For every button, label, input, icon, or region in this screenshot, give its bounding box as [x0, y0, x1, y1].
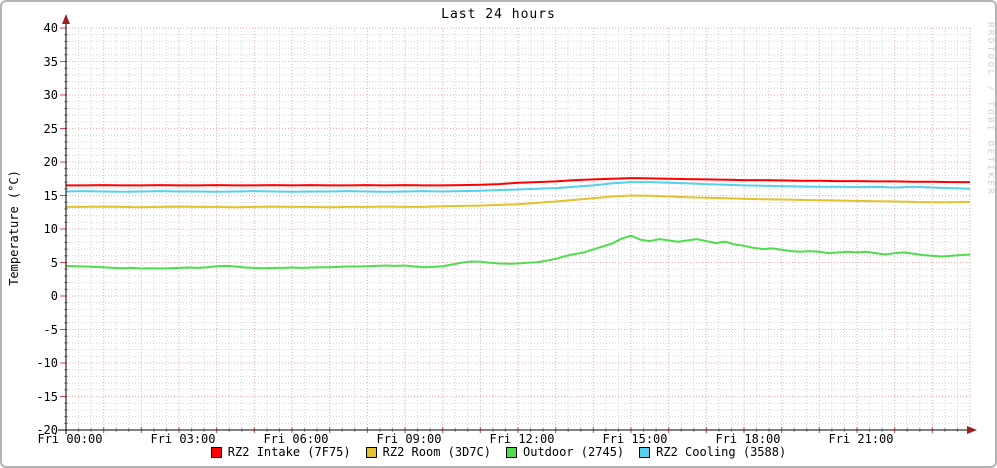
y-tick-label: 0 [50, 289, 58, 303]
y-tick-label: 30 [43, 88, 58, 102]
legend-item-outdoor: Outdoor (2745) [506, 445, 624, 459]
x-tick-label: Fri 15:00 [602, 432, 668, 446]
x-tick-label: Fri 21:00 [828, 432, 894, 446]
legend-item-rz2-cooling: RZ2 Cooling (3588) [639, 445, 786, 459]
y-tick-label: -10 [36, 356, 58, 370]
legend-label-rz2-intake: RZ2 Intake (7F75) [227, 445, 351, 459]
chart-title: Last 24 hours [441, 7, 556, 22]
x-tick-label: Fri 12:00 [489, 432, 555, 446]
y-tick-label: -20 [36, 423, 58, 437]
legend-swatch-rz2-intake [210, 446, 222, 458]
series-line-1 [66, 194, 971, 209]
y-tick-label: 5 [50, 255, 58, 270]
x-tick-label: Fri 03:00 [150, 432, 216, 446]
x-axis-arrow [967, 426, 977, 434]
axes [58, 21, 971, 434]
series-line-3 [65, 181, 971, 193]
legend-item-rz2-room: RZ2 Room (3D7C) [365, 445, 491, 459]
legend-label-rz2-room: RZ2 Room (3D7C) [382, 445, 491, 459]
y-tick-label: -15 [36, 389, 58, 404]
y-tick-label: 20 [43, 155, 58, 169]
y-tick-label: 40 [43, 21, 58, 35]
legend-swatch-rz2-room [365, 446, 377, 458]
y-tick-label: 10 [43, 222, 58, 236]
y-tick-label: 35 [43, 54, 58, 69]
legend-swatch-rz2-cooling [639, 446, 651, 458]
y-tick-label: 15 [43, 188, 58, 203]
x-tick-label: Fri 06:00 [263, 432, 329, 446]
y-tick-label: -5 [43, 322, 58, 337]
x-tick-label: Fri 09:00 [376, 432, 442, 446]
series-line-0 [66, 177, 970, 187]
watermark-text: RRDTOOL / TOBI OETIKER [985, 22, 995, 197]
legend-swatch-outdoor [506, 446, 517, 458]
y-axis-arrow [62, 14, 70, 24]
x-tick-label: Fri 00:00 [37, 432, 103, 446]
x-tick-label: Fri 18:00 [715, 432, 781, 446]
legend-label-outdoor: Outdoor (2745) [523, 445, 625, 459]
legend-label-rz2-cooling: RZ2 Cooling (3588) [656, 445, 787, 459]
y-tick-label: 25 [43, 121, 58, 136]
axis-ticks-minor [64, 34, 958, 432]
series-line-2 [65, 234, 971, 270]
axis-ticks-major [60, 27, 971, 433]
legend-item-rz2-intake: RZ2 Intake (7F75) [210, 445, 351, 459]
legend: RZ2 Intake (7F75) RZ2 Room (3D7C) Outdoo… [0, 444, 997, 460]
